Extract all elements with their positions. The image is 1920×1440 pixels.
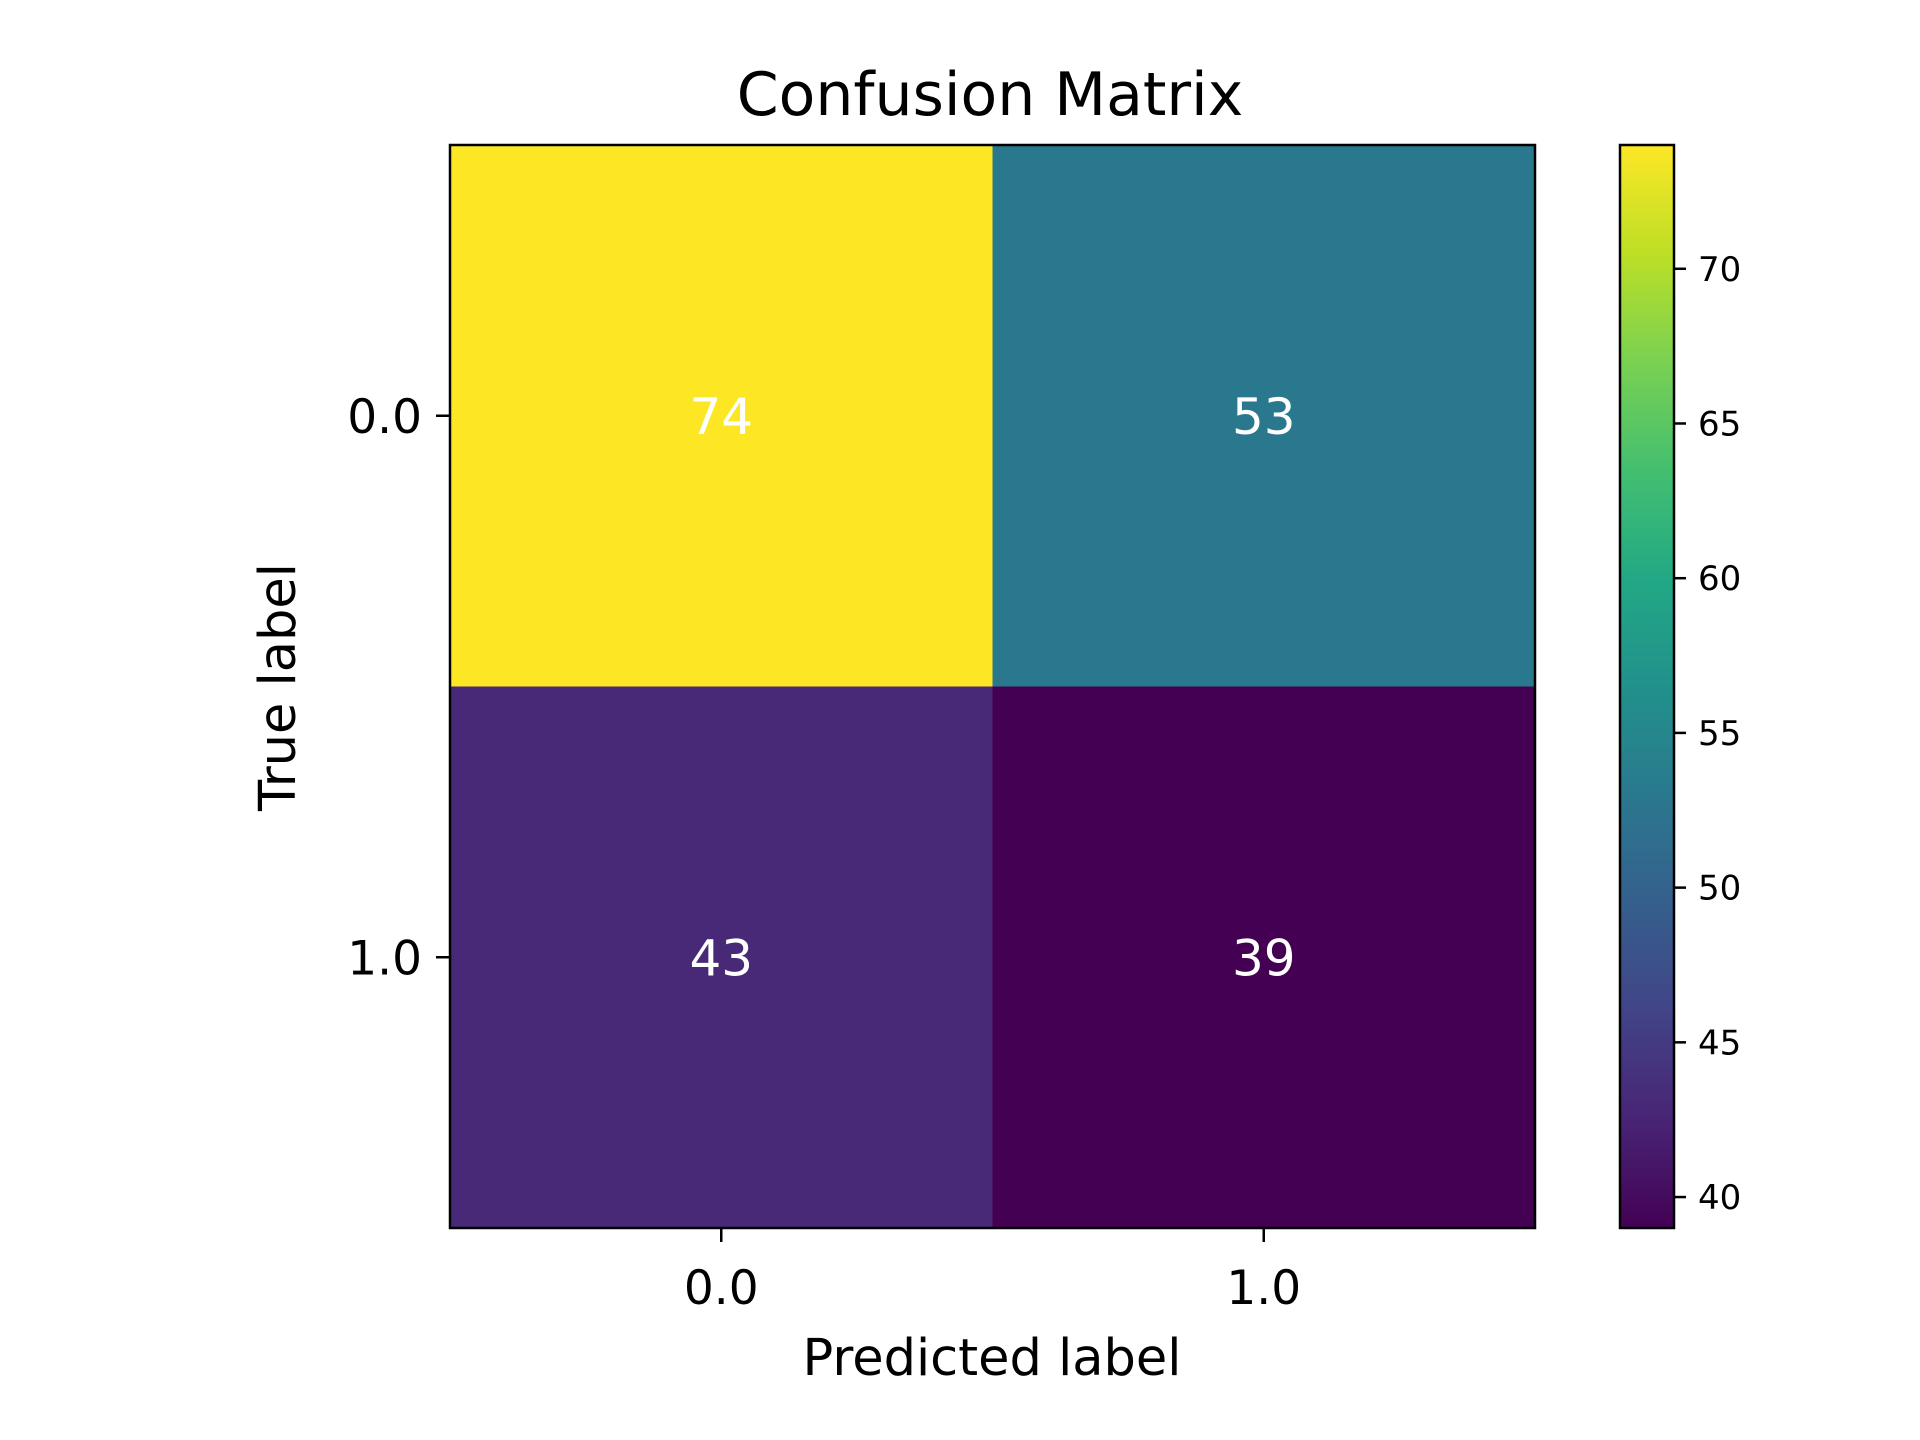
colorbar-ticks: 40 45 50 55 60 65 70 xyxy=(1674,250,1741,1218)
heatmap-cell xyxy=(992,145,1536,687)
cell-value-label: 43 xyxy=(689,929,753,987)
x-axis: 0.0 1.0 xyxy=(684,1228,1301,1316)
colorbar-tick-label: 40 xyxy=(1698,1178,1741,1218)
x-axis-title: Predicted label xyxy=(803,1329,1182,1388)
heatmap-cell xyxy=(450,686,993,1229)
y-tick-label: 0.0 xyxy=(347,390,422,445)
cell-value-label: 74 xyxy=(689,388,753,446)
y-axis: 0.0 1.0 xyxy=(347,390,450,986)
heatmap-cell xyxy=(992,686,1536,1229)
heatmap-cells xyxy=(450,145,1536,1229)
colorbar-tick-label: 70 xyxy=(1698,250,1741,290)
cell-value-labels: 74 53 43 39 xyxy=(689,388,1295,988)
plot-frame xyxy=(448,143,1537,1230)
cell-value-label: 53 xyxy=(1232,388,1296,446)
y-axis-title: True label xyxy=(249,563,308,812)
colorbar-tick-label: 50 xyxy=(1698,869,1741,909)
cell-value-label: 39 xyxy=(1232,929,1296,987)
colorbar-tick-label: 60 xyxy=(1698,559,1741,599)
x-tick-label: 1.0 xyxy=(1226,1261,1301,1316)
chart-title: Confusion Matrix xyxy=(737,60,1243,130)
y-tick-label: 1.0 xyxy=(347,931,422,986)
x-tick-label: 0.0 xyxy=(684,1261,759,1316)
colorbar-tick-label: 65 xyxy=(1698,404,1741,444)
heatmap-cell xyxy=(450,145,993,687)
colorbar-tick-label: 55 xyxy=(1698,714,1741,754)
colorbar xyxy=(1618,143,1676,1230)
colorbar-tick-label: 45 xyxy=(1698,1023,1741,1063)
